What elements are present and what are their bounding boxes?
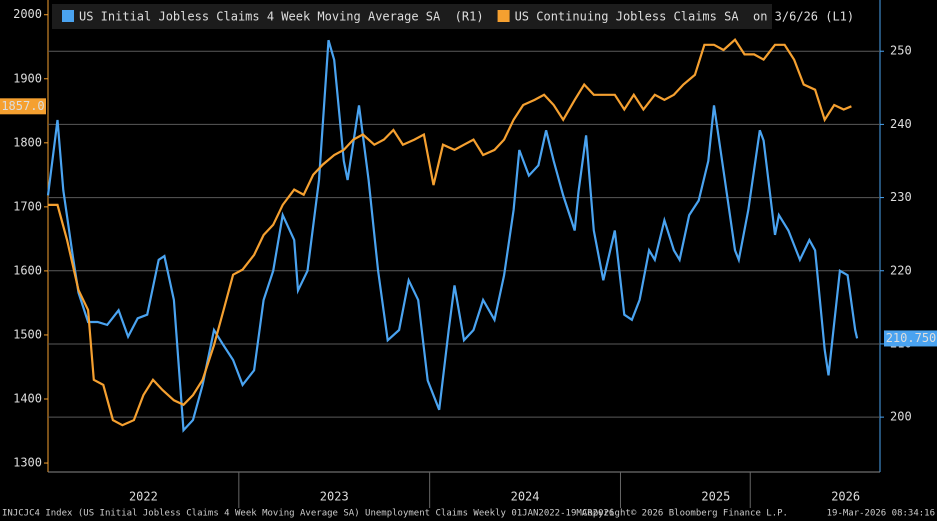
last-value-box (0, 98, 46, 115)
legend-label: US Continuing Jobless Claims SA on 3/6/2… (515, 10, 855, 24)
x-tick-label: 2025 (701, 490, 730, 504)
footer-source: INJCJC4 Index (US Initial Jobless Claims… (2, 509, 614, 519)
series-line (46, 39, 859, 433)
y-tick-label: 1400 (13, 391, 42, 405)
y-tick-label: 1800 (13, 135, 42, 149)
legend-label: US Initial Jobless Claims 4 Week Moving … (79, 10, 484, 24)
y2-tick-label: 200 (890, 410, 912, 424)
legend-swatch (497, 10, 510, 22)
y2-tick-label: 250 (890, 44, 912, 58)
y-tick-label: 2000 (13, 7, 42, 21)
y2-tick-label: 220 (890, 263, 912, 277)
last-value-label: 210.750 (886, 331, 937, 345)
series-line (48, 38, 852, 427)
y-tick-label: 1500 (13, 327, 42, 341)
last-value-box (884, 330, 937, 347)
footer-timestamp: 19-Mar-2026 08:34:16 (827, 509, 935, 519)
legend-swatch (62, 10, 74, 22)
x-tick-label: 2022 (129, 490, 158, 504)
y2-tick-label: 230 (890, 190, 912, 204)
y-tick-label: 1700 (13, 199, 42, 213)
x-tick-label: 2026 (831, 490, 860, 504)
y-tick-label: 1900 (13, 71, 42, 85)
x-tick-label: 2023 (320, 490, 349, 504)
y-tick-label: 1600 (13, 263, 42, 277)
footer-copyright: Copyright© 2026 Bloomberg Finance L.P. (582, 509, 788, 519)
y-tick-label: 1300 (13, 456, 42, 470)
y2-tick-label: 240 (890, 117, 912, 131)
x-tick-label: 2024 (511, 490, 540, 504)
legend-box (52, 4, 772, 29)
last-value-label: 1857.0 (1, 99, 44, 113)
